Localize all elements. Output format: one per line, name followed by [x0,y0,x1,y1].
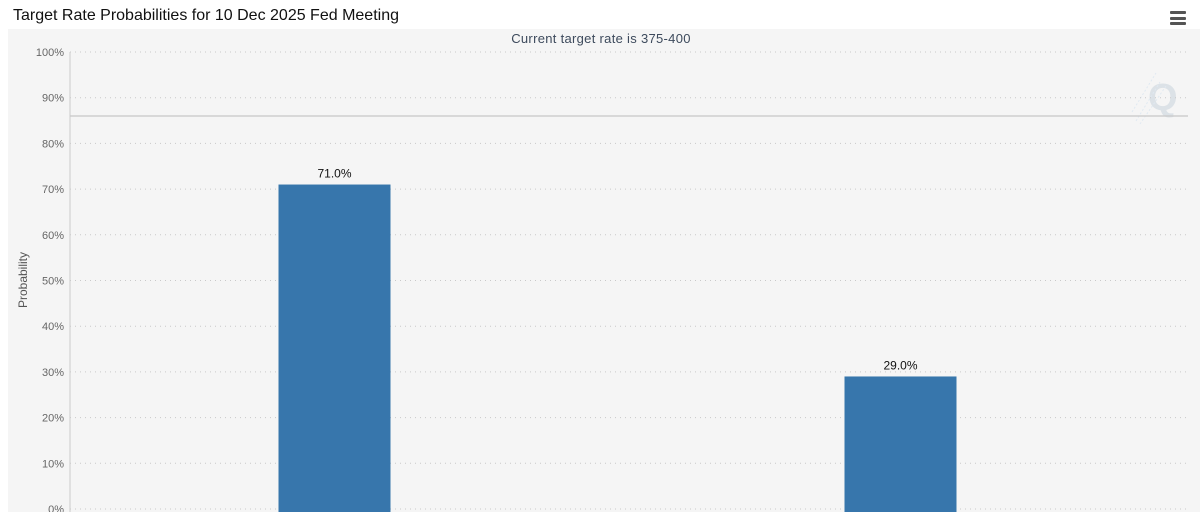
y-tick-label: 50% [42,276,64,288]
bar-data-label: 71.0% [317,167,351,181]
bar-data-label: 29.0% [883,358,917,372]
chart-subtitle: Current target rate is 375-400 [511,31,691,46]
chart-panel [8,29,1200,512]
y-tick-label: 40% [42,321,64,333]
y-tick-label: 80% [42,138,64,150]
gridlines [70,51,1188,510]
y-axis-ticks: 0% 10% 20% 30% 40% 50% 60% 70% 80% 90% 100% [36,47,64,512]
y-tick-label: 90% [42,93,64,105]
y-tick-label: 0% [48,504,64,512]
data-labels: 71.0% 29.0% [317,167,917,373]
bars [278,184,957,512]
y-tick-label: 70% [42,184,64,196]
y-axis-title: Probability [16,252,30,308]
y-tick-label: 100% [36,47,64,59]
y-tick-label: 20% [42,413,64,425]
y-tick-label: 10% [42,458,64,470]
hamburger-menu-icon[interactable] [1170,11,1186,25]
bar[interactable] [278,184,391,512]
watermark-logo: Q [1131,72,1178,125]
y-tick-label: 60% [42,230,64,242]
watermark-letter: Q [1148,77,1178,119]
y-tick-label: 30% [42,367,64,379]
page-title: Target Rate Probabilities for 10 Dec 202… [13,7,399,24]
bar[interactable] [844,376,957,512]
